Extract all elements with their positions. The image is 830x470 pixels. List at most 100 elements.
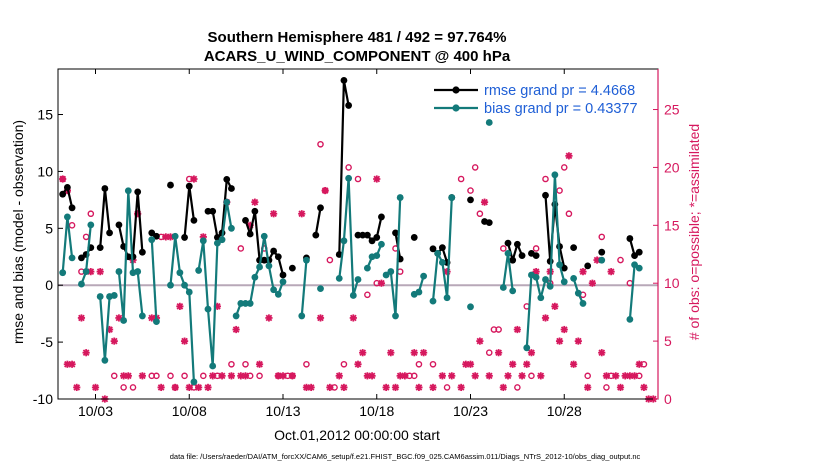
y2-tick-label: 15 (664, 217, 680, 233)
bias-point (78, 280, 85, 288)
bias-point (176, 269, 184, 277)
bias-point (87, 221, 95, 229)
bias-line-segment (169, 235, 195, 382)
rmse-point (626, 235, 634, 242)
rmse-point (115, 221, 123, 229)
rmse-series (59, 76, 643, 279)
rmse-point (279, 271, 287, 279)
obs-possible-marker (317, 140, 324, 148)
obs-assimilated-marker (209, 372, 217, 380)
bias-point (420, 272, 428, 280)
y-tick-labels: -10 -5 0 5 10 15 (33, 107, 53, 407)
bias-point (415, 288, 423, 296)
rmse-point (635, 248, 643, 256)
obs-assimilated-marker (232, 325, 240, 334)
obs-assimilated-marker (73, 383, 81, 392)
rmse-point (584, 262, 592, 270)
bias-point (542, 276, 549, 283)
bias-point (485, 119, 493, 126)
obs-assimilated-marker (82, 349, 90, 357)
rmse-point (138, 248, 146, 256)
obs-assimilated-marker (368, 372, 376, 380)
obs-assimilated-marker (91, 383, 100, 392)
bias-point (260, 232, 268, 240)
rmse-point (288, 264, 296, 272)
obs-possible-marker (429, 360, 437, 368)
obs-assimilated-marker (59, 175, 67, 183)
obs-assimilated-marker (579, 268, 587, 276)
obs-possible-marker (500, 245, 507, 252)
obs-assimilated-marker (607, 268, 615, 276)
y-tick-label: -10 (33, 391, 53, 407)
bias-point (110, 292, 118, 299)
x-tick-label: 10/03 (78, 403, 113, 419)
bias-point (570, 274, 578, 282)
obs-possible-marker (228, 360, 235, 368)
x-tick-labels: 10/03 10/08 10/13 10/18 10/23 10/28 (78, 403, 582, 419)
rmse-point (134, 188, 142, 196)
obs-possible-marker (200, 372, 207, 380)
bias-point (392, 312, 399, 320)
bias-point (218, 236, 226, 244)
obs-possible-marker (467, 187, 474, 194)
obs-possible-marker (326, 256, 334, 264)
obs-possible-marker (556, 187, 563, 194)
rmse-line-segment (375, 216, 383, 238)
legend: rmse grand pr = 4.4668 bias grand pr = 0… (434, 83, 638, 117)
rmse-point (209, 207, 217, 215)
rmse-point (598, 248, 606, 256)
bias-point (251, 273, 259, 281)
bias-point (228, 224, 235, 232)
bias-point (509, 287, 517, 295)
obs-assimilated-marker (630, 372, 639, 380)
rmse-point (167, 181, 174, 189)
obs-possible-marker (457, 175, 465, 183)
obs-possible-marker (443, 384, 451, 391)
bias-point (138, 312, 146, 320)
bias-point (373, 252, 381, 260)
obs-possible-marker (129, 384, 137, 391)
obs-assimilated-marker (565, 152, 573, 160)
rmse-point (354, 231, 362, 239)
rmse-point (363, 231, 371, 239)
bias-point (429, 297, 437, 305)
obs-possible-marker (560, 164, 568, 171)
obs-assimilated-marker (551, 302, 559, 310)
obs-possible-marker (495, 326, 502, 333)
bias-point (363, 264, 371, 272)
obs-possible-marker (415, 360, 423, 368)
chart-title-line1: Southern Hemisphere 481 / 492 = 97.764% (208, 29, 507, 46)
obs-assimilated-marker (77, 314, 86, 322)
obs-assimilated-marker (513, 325, 521, 334)
bias-point (153, 318, 160, 326)
obs-assimilated-marker (185, 383, 193, 392)
obs-assimilated-marker (171, 383, 179, 392)
obs-assimilated-marker (377, 279, 386, 287)
obs-assimilated-marker (138, 372, 146, 380)
rmse-point (251, 207, 259, 215)
bias-point (335, 274, 343, 282)
obs-assimilated-marker (598, 349, 606, 357)
obs-assimilated-marker (410, 349, 418, 357)
y2-tick-label: 20 (664, 159, 680, 175)
rmse-point (429, 245, 437, 253)
obs-possible-marker (237, 245, 245, 252)
rmse-point (438, 244, 446, 252)
bias-point (523, 344, 531, 352)
bias-point (354, 276, 362, 283)
bias-point (396, 194, 404, 201)
obs-assimilated-marker (504, 372, 512, 380)
rmse-point (359, 231, 367, 239)
bias-point (598, 256, 606, 264)
bias-point (345, 174, 353, 182)
obs-assimilated-marker (509, 360, 517, 368)
obs-possible-marker (485, 349, 493, 356)
bias-point (340, 237, 348, 245)
bias-point (546, 282, 554, 290)
y-axis-label: rmse and bias (model - observation) (10, 120, 26, 344)
obs-assimilated-marker (476, 337, 484, 345)
obs-possible-marker (532, 245, 540, 252)
bias-series (59, 119, 643, 386)
bias-point (265, 262, 273, 270)
obs-assimilated-marker (307, 383, 315, 392)
